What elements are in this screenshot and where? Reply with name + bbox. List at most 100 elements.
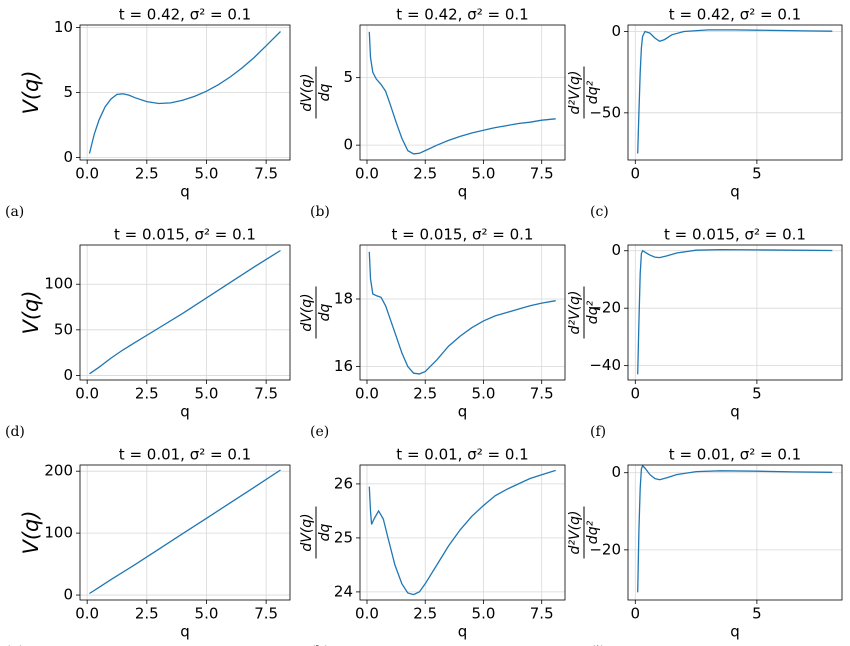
chart-title: t = 0.01, σ² = 0.1 [396,446,528,464]
x-tick-label: 5 [752,385,762,403]
y-label-numerator: dV(q) [299,513,315,551]
y-tick-label: −20 [589,540,621,558]
y-label-numerator: dV(q) [299,293,315,331]
y-label-numerator: d²V(q) [567,71,583,115]
y-label-numerator: d²V(q) [567,291,583,335]
x-axis-label: q [730,403,740,421]
y-tick-label: 50 [54,320,73,338]
panel-label: (f) [590,424,606,440]
panel-label: (a) [5,204,24,220]
panel-label: (g) [5,644,25,646]
y-label-denominator: dq [317,304,333,322]
x-tick-label: 0 [631,385,641,403]
x-tick-label: 7.5 [254,605,278,623]
x-tick-label: 2.5 [413,605,437,623]
x-tick-label: 2.5 [413,165,437,183]
y-tick-label: 0 [63,366,73,384]
data-line [89,469,281,595]
panel-label: (h) [310,644,330,646]
panel-label: (c) [590,204,609,220]
x-tick-label: 5.0 [195,165,219,183]
data-line [368,469,556,596]
axes-frame [359,24,566,161]
x-tick-label: 5.0 [472,605,496,623]
y-tick-label: 0 [611,463,621,481]
x-tick-label: 7.5 [254,385,278,403]
axes-frame [627,244,843,381]
data-line [368,31,556,155]
data-line [637,29,833,154]
chart-title: t = 0.015, σ² = 0.1 [664,226,806,244]
x-axis-label: q [458,183,468,201]
x-axis-label: q [458,403,468,421]
y-label-denominator: dq [317,524,333,542]
y-tick-label: 0 [611,241,621,259]
y-axis-label: dV(q) dq [299,506,333,559]
y-tick-label: 5 [63,83,73,101]
x-axis-label: q [180,183,190,201]
axes-frame [627,24,843,161]
x-tick-label: 0.0 [75,385,99,403]
x-axis-label: q [180,403,190,421]
data-line [637,248,833,375]
chart-title: t = 0.42, σ² = 0.1 [396,6,528,24]
y-label-denominator: dq² [585,80,601,104]
y-label-numerator: d²V(q) [567,511,583,555]
y-tick-label: 24 [334,582,353,600]
x-tick-label: 0.0 [355,165,379,183]
axes-frame [79,464,291,601]
x-axis-label: q [458,623,468,641]
x-tick-label: 7.5 [254,165,278,183]
chart-title: t = 0.01, σ² = 0.1 [669,446,801,464]
y-label-numerator: dV(q) [299,73,315,111]
x-tick-label: 5.0 [195,385,219,403]
y-tick-label: 100 [44,275,73,293]
y-label-denominator: dq² [585,300,601,324]
x-axis-label: q [180,623,190,641]
panel-label: (d) [5,424,25,440]
axes-frame [359,244,566,381]
chart-title: t = 0.015, σ² = 0.1 [114,226,256,244]
x-tick-label: 0.0 [355,605,379,623]
y-tick-label: 0 [611,22,621,40]
panel-label: (i) [590,644,605,646]
axes-frame [359,464,566,601]
y-axis-label: dV(q) dq [299,66,333,119]
x-axis-label: q [730,623,740,641]
chart-title: t = 0.42, σ² = 0.1 [669,6,801,24]
y-tick-label: −50 [589,103,621,121]
y-axis-label: dV(q) dq [299,286,333,339]
y-tick-label: −40 [589,356,621,374]
x-tick-label: 7.5 [530,605,554,623]
y-axis-label: V(q) [19,70,43,114]
x-tick-label: 5.0 [195,605,219,623]
y-axis-label: d²V(q) dq² [567,66,601,119]
data-line [89,249,281,375]
y-label-denominator: dq [317,84,333,102]
data-line [637,464,833,593]
y-tick-label: 100 [44,524,73,542]
chart-title: t = 0.42, σ² = 0.1 [119,6,251,24]
data-line [88,31,281,154]
x-tick-label: 0.0 [355,385,379,403]
x-tick-label: 5.0 [472,385,496,403]
chart-title: t = 0.015, σ² = 0.1 [392,226,534,244]
y-axis-label: d²V(q) dq² [567,286,601,339]
y-tick-label: 5 [343,68,353,86]
x-tick-label: 7.5 [530,385,554,403]
x-tick-label: 2.5 [135,385,159,403]
axes-frame [79,244,291,381]
y-tick-label: 0 [343,136,353,154]
y-tick-label: 0 [63,148,73,166]
x-tick-label: 0.0 [75,165,99,183]
y-tick-label: 0 [63,586,73,604]
x-tick-label: 5 [752,605,762,623]
y-tick-label: 200 [44,462,73,480]
x-tick-label: 0 [631,165,641,183]
y-axis-label: V(q) [19,290,43,334]
panel-label: (e) [310,424,329,440]
y-tick-label: 18 [334,290,353,308]
y-axis-label: d²V(q) dq² [567,506,601,559]
x-tick-label: 5 [752,165,762,183]
